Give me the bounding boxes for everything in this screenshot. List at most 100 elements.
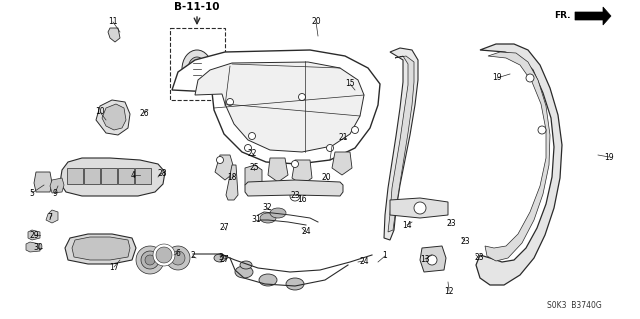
Circle shape (248, 132, 255, 139)
Polygon shape (28, 230, 40, 240)
Polygon shape (476, 44, 562, 285)
Text: 24: 24 (301, 227, 311, 236)
Polygon shape (46, 210, 58, 223)
Ellipse shape (182, 50, 212, 88)
Polygon shape (388, 56, 414, 232)
Text: 10: 10 (95, 108, 105, 116)
Polygon shape (170, 28, 225, 100)
Polygon shape (390, 198, 448, 218)
Circle shape (298, 93, 305, 100)
Text: FR.: FR. (554, 11, 571, 20)
Polygon shape (226, 165, 238, 200)
Text: 20: 20 (311, 18, 321, 26)
Circle shape (326, 145, 333, 152)
Text: 12: 12 (444, 286, 454, 295)
Text: 4: 4 (131, 170, 136, 180)
Text: 19: 19 (492, 73, 502, 83)
Ellipse shape (235, 266, 253, 278)
Polygon shape (102, 104, 126, 130)
Polygon shape (60, 158, 165, 196)
Polygon shape (118, 168, 134, 184)
Polygon shape (135, 168, 151, 184)
Polygon shape (84, 168, 100, 184)
Ellipse shape (259, 274, 277, 286)
Text: S0K3  B3740G: S0K3 B3740G (547, 300, 602, 309)
Circle shape (290, 191, 300, 201)
Polygon shape (136, 246, 164, 274)
Polygon shape (72, 237, 130, 260)
Text: 27: 27 (219, 255, 229, 263)
Polygon shape (34, 172, 52, 192)
Circle shape (414, 202, 426, 214)
Polygon shape (575, 7, 611, 25)
Text: 15: 15 (345, 79, 355, 88)
Polygon shape (332, 152, 352, 175)
Text: 23: 23 (446, 219, 456, 228)
Text: 7: 7 (47, 213, 52, 222)
Polygon shape (50, 178, 64, 193)
Text: 11: 11 (108, 18, 118, 26)
Text: 28: 28 (157, 168, 167, 177)
Polygon shape (245, 180, 343, 196)
Circle shape (526, 74, 534, 82)
Text: 17: 17 (109, 263, 119, 271)
Polygon shape (195, 62, 364, 152)
Ellipse shape (214, 254, 226, 262)
Circle shape (216, 157, 223, 164)
Text: 30: 30 (33, 243, 43, 253)
Polygon shape (172, 50, 380, 164)
Text: 18: 18 (227, 174, 237, 182)
Text: 16: 16 (297, 195, 307, 204)
Text: 23: 23 (290, 190, 300, 199)
Circle shape (244, 145, 252, 152)
Text: 29: 29 (29, 231, 39, 240)
Circle shape (538, 126, 546, 134)
Text: 24: 24 (359, 256, 369, 265)
Polygon shape (101, 168, 117, 184)
Text: 2: 2 (191, 251, 195, 261)
Polygon shape (215, 155, 235, 180)
Polygon shape (171, 251, 185, 265)
Polygon shape (292, 160, 312, 185)
Text: B-11-10: B-11-10 (174, 2, 220, 12)
Polygon shape (96, 100, 130, 135)
Text: 20: 20 (321, 173, 331, 182)
Polygon shape (156, 247, 172, 263)
Polygon shape (26, 242, 40, 252)
Polygon shape (108, 28, 120, 42)
Polygon shape (145, 255, 155, 265)
Text: 26: 26 (139, 108, 149, 117)
Text: 21: 21 (339, 133, 348, 143)
Ellipse shape (188, 57, 206, 81)
Text: 22: 22 (247, 149, 257, 158)
Text: 23: 23 (474, 254, 484, 263)
Circle shape (291, 160, 298, 167)
Polygon shape (67, 168, 83, 184)
Text: 9: 9 (52, 189, 58, 197)
Polygon shape (166, 246, 190, 270)
Polygon shape (65, 234, 136, 264)
Polygon shape (268, 158, 288, 182)
Polygon shape (485, 52, 550, 261)
Circle shape (427, 255, 437, 265)
Ellipse shape (260, 213, 276, 223)
Text: 19: 19 (604, 152, 614, 161)
Text: 31: 31 (251, 216, 261, 225)
Circle shape (227, 99, 234, 106)
Text: 25: 25 (249, 164, 259, 173)
Text: 23: 23 (460, 236, 470, 246)
Text: 5: 5 (29, 189, 35, 197)
Ellipse shape (286, 278, 304, 290)
Ellipse shape (270, 208, 286, 218)
Polygon shape (153, 244, 175, 266)
Text: 27: 27 (219, 222, 229, 232)
Ellipse shape (240, 261, 252, 269)
Circle shape (351, 127, 358, 133)
Polygon shape (141, 251, 159, 269)
Polygon shape (420, 246, 446, 272)
Text: 14: 14 (402, 220, 412, 229)
Text: 32: 32 (262, 204, 272, 212)
Text: 6: 6 (175, 249, 180, 257)
Text: 1: 1 (383, 251, 387, 261)
Polygon shape (245, 165, 262, 188)
